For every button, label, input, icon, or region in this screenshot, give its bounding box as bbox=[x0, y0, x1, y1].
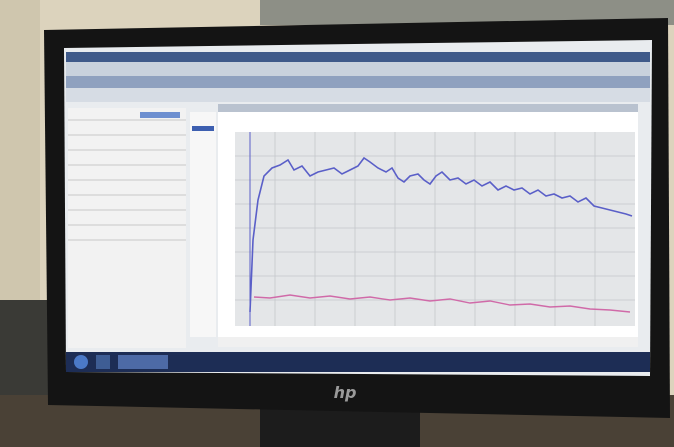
toolbar-2 bbox=[66, 88, 650, 102]
tabs bbox=[218, 104, 638, 112]
trace-pink bbox=[253, 294, 631, 313]
ribbon bbox=[66, 76, 650, 88]
taskbar-app bbox=[118, 355, 168, 369]
title-bar bbox=[66, 52, 650, 62]
selected-field bbox=[140, 112, 180, 118]
list-panel bbox=[190, 112, 216, 337]
list-item bbox=[192, 126, 214, 131]
side-panel bbox=[68, 108, 186, 348]
taskbar-icon bbox=[96, 355, 110, 369]
timeline bbox=[218, 337, 638, 347]
trace-blue bbox=[249, 156, 633, 313]
start-button bbox=[74, 355, 88, 369]
plot-grid bbox=[235, 132, 635, 326]
side-panel-rows bbox=[68, 119, 186, 241]
toolbar bbox=[66, 62, 650, 76]
taskbar bbox=[66, 352, 650, 372]
brand-logo: hp bbox=[334, 383, 357, 402]
